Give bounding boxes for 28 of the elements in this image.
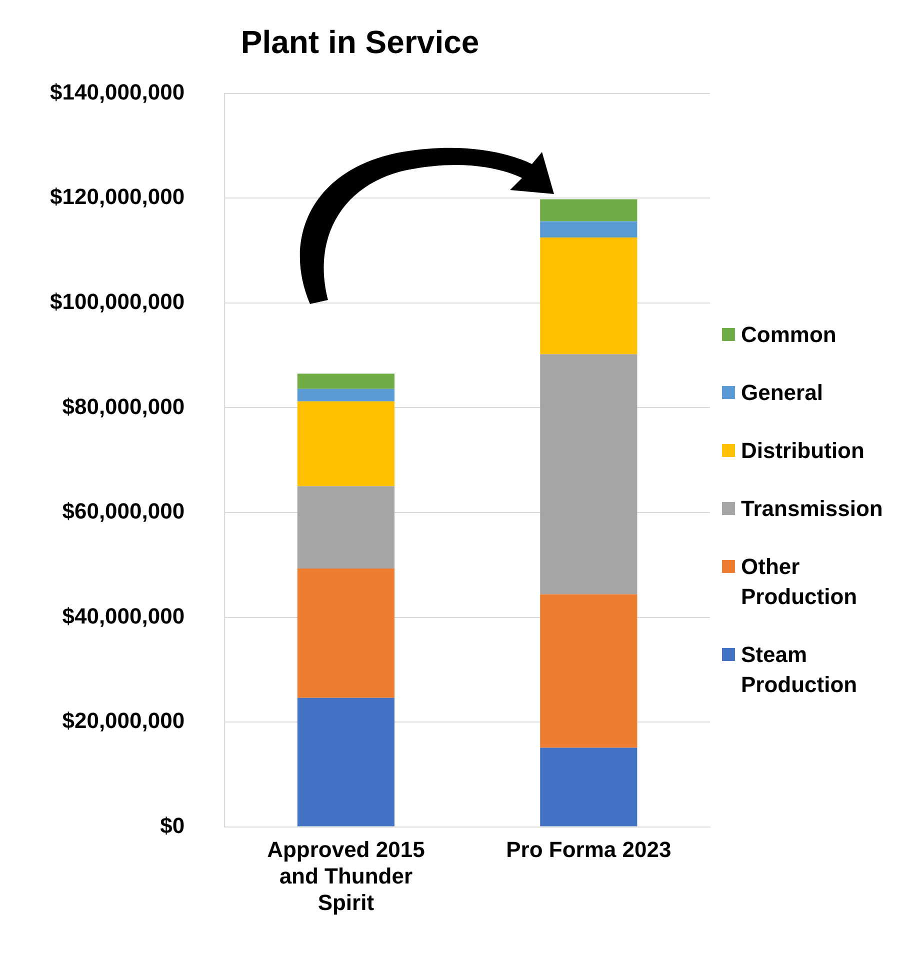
- bar: [540, 594, 638, 748]
- bar: [297, 698, 394, 826]
- y-tick-label: $80,000,000: [62, 394, 185, 419]
- legend-label: Distribution: [741, 437, 864, 465]
- y-tick-label: $40,000,000: [62, 603, 185, 628]
- legend-label: General: [741, 379, 823, 407]
- bar: [297, 401, 394, 486]
- legend-label: Steam Production: [741, 641, 858, 699]
- y-tick-label: $60,000,000: [62, 498, 185, 524]
- x-tick-label: Approved 2015 and Thunder Spirit: [267, 837, 425, 915]
- bar: [540, 748, 638, 826]
- bar: [297, 568, 394, 698]
- bar: [297, 388, 394, 402]
- y-tick-label: $120,000,000: [50, 184, 185, 210]
- bar: [540, 354, 638, 594]
- bar: [540, 221, 638, 238]
- x-tick-label: Pro Forma 2023: [506, 837, 672, 862]
- y-tick-label: $100,000,000: [50, 289, 185, 314]
- bar: [540, 199, 638, 222]
- chart-title: Plant in Service: [240, 24, 480, 60]
- legend-label: Other Production: [741, 553, 858, 611]
- y-tick-label: $140,000,000: [50, 79, 185, 104]
- legend-label: Common: [741, 321, 836, 349]
- bar: [297, 374, 394, 389]
- y-tick-label: $0: [160, 812, 185, 838]
- legend-label: Transmission: [741, 495, 883, 523]
- bar: [297, 486, 394, 569]
- y-tick-label: $20,000,000: [62, 708, 185, 734]
